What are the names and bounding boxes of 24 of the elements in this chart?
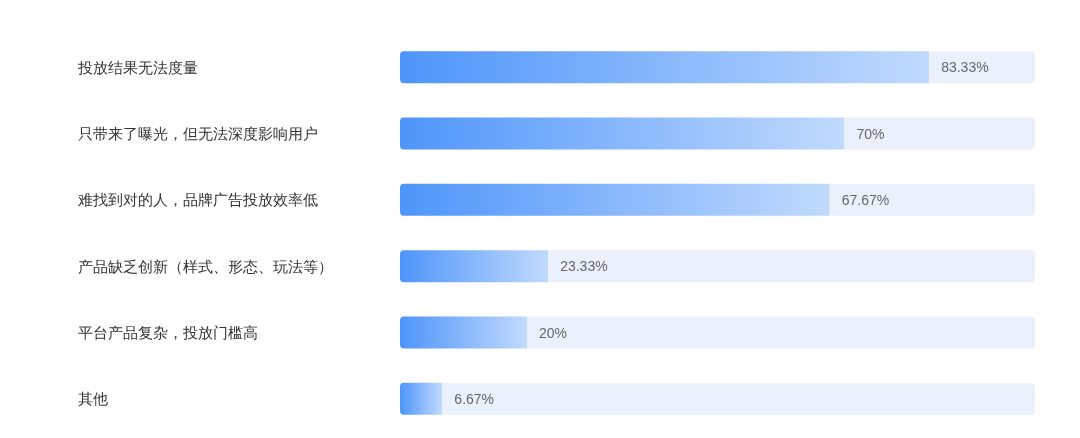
bar [844, 117, 1035, 150]
bar [400, 316, 527, 349]
bar [400, 382, 443, 415]
bar [929, 51, 1035, 84]
y-tick-label: 平台产品复杂，投放门槛高 [78, 324, 258, 341]
data-label: 70% [856, 125, 885, 142]
bar [400, 250, 549, 283]
y-tick-label: 产品缺乏创新（样式、形态、玩法等） [78, 257, 333, 275]
y-tick-label: 只带来了曝光，但无法深度影响用户 [78, 125, 318, 142]
bar [400, 117, 845, 150]
bar [442, 382, 1035, 415]
bar [829, 183, 1035, 216]
data-label: 6.67% [454, 390, 495, 407]
bar [527, 316, 1035, 349]
y-tick-label: 投放结果无法度量 [77, 58, 198, 76]
bar [400, 183, 830, 216]
data-label: 83.33% [941, 59, 989, 76]
bar [548, 250, 1035, 283]
y-tick-label: 难找到对的人，品牌广告投放效率低 [77, 191, 318, 209]
data-label: 23.33% [560, 258, 608, 275]
data-label: 67.67% [841, 191, 890, 208]
data-label: 20% [539, 324, 568, 341]
y-tick-label: 其他 [78, 390, 108, 408]
bar [400, 51, 930, 84]
